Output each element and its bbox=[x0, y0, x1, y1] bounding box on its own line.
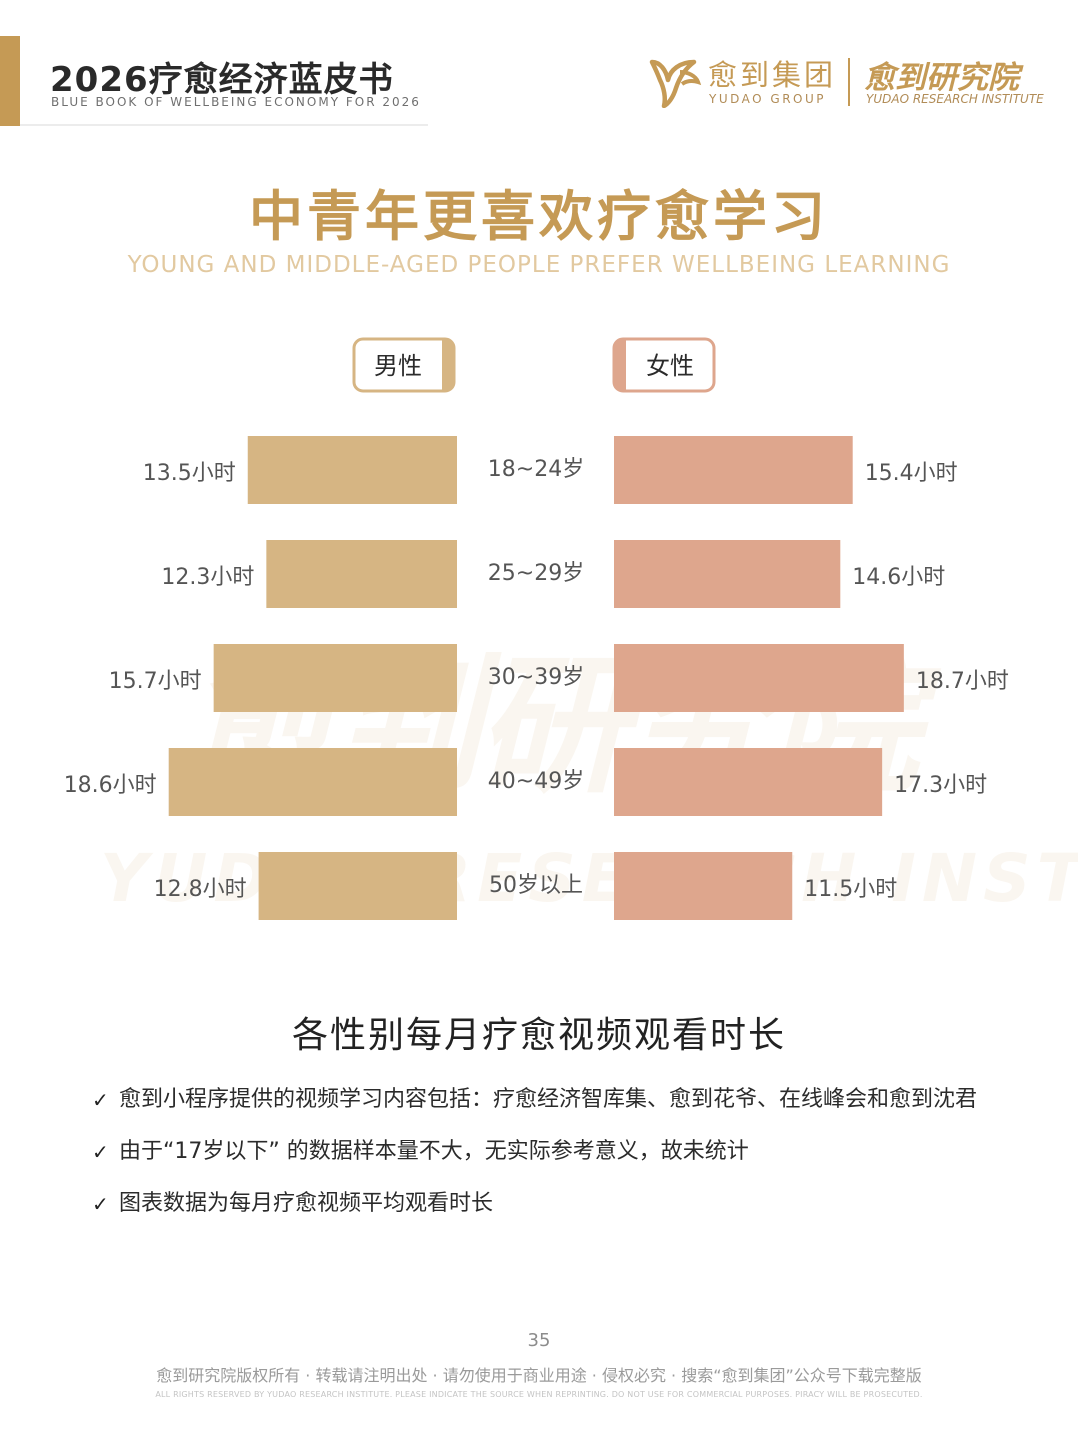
gender-age-bar-chart: 男性 女性 18~24岁 13.5小时 15.4小时 25~29岁 12.3小时 14.6小时… bbox=[64, 337, 1009, 920]
legend-label: 女性 bbox=[646, 352, 694, 380]
bar-male bbox=[247, 436, 457, 504]
copyright-notice: 愈到研究院版权所有 · 转载请注明出处 · 请勿使用于商业用途 · 侵权必究 ·… bbox=[156, 1366, 922, 1385]
bar-female bbox=[614, 436, 853, 504]
bar-female bbox=[614, 748, 883, 816]
bar-female bbox=[614, 852, 793, 920]
notes-list: ✓ 愈到小程序提供的视频学习内容包括：疗愈经济智库集、愈到花爷、在线峰会和愈到沈君… bbox=[92, 1078, 992, 1234]
data-label-female: 15.4小时 bbox=[865, 461, 958, 486]
yudao-logo-icon bbox=[649, 59, 702, 108]
note-item: ✓ 愈到小程序提供的视频学习内容包括：疗愈经济智库集、愈到花爷、在线峰会和愈到沈君 bbox=[92, 1078, 992, 1122]
institute-name-english: YUDAO RESEARCH INSTITUTE bbox=[866, 92, 1044, 106]
data-label-female: 17.3小时 bbox=[894, 773, 987, 798]
brand-name: 愈到集团 bbox=[708, 58, 837, 92]
category-label: 40~49岁 bbox=[488, 769, 584, 794]
bar-female bbox=[614, 644, 904, 712]
note-text: 由于“17岁以下” 的数据样本量不大，无实际参考意义，故未统计 bbox=[119, 1139, 749, 1164]
institute-name: 愈到研究院 bbox=[864, 60, 1019, 96]
copyright-notice-english: ALL RIGHTS RESERVED BY YUDAO RESEARCH IN… bbox=[155, 1390, 923, 1399]
category-label: 30~39岁 bbox=[488, 665, 584, 690]
note-text: 愈到小程序提供的视频学习内容包括：疗愈经济智库集、愈到花爷、在线峰会和愈到沈君 bbox=[119, 1087, 978, 1112]
report-title: 2026疗愈经济蓝皮书 bbox=[50, 60, 394, 100]
chart-title: 各性别每月疗愈视频观看时长 bbox=[291, 1015, 786, 1056]
header-divider bbox=[20, 124, 428, 126]
bar-male bbox=[213, 644, 457, 712]
bar-male bbox=[258, 852, 457, 920]
data-label-female: 18.7小时 bbox=[916, 669, 1009, 694]
report-subtitle: BLUE BOOK OF WELLBEING ECONOMY FOR 2026 bbox=[51, 95, 421, 109]
data-label-male: 12.8小时 bbox=[154, 877, 247, 902]
category-label: 18~24岁 bbox=[488, 457, 584, 482]
page-number: 35 bbox=[527, 1330, 551, 1351]
check-icon: ✓ bbox=[92, 1140, 109, 1164]
check-icon: ✓ bbox=[92, 1192, 109, 1216]
data-label-male: 18.6小时 bbox=[64, 773, 157, 798]
data-label-female: 14.6小时 bbox=[852, 565, 945, 590]
legend-swatch bbox=[614, 339, 626, 391]
data-label-male: 13.5小时 bbox=[143, 461, 236, 486]
page-title: 中青年更喜欢疗愈学习 bbox=[249, 185, 829, 248]
bar-male bbox=[266, 540, 457, 608]
check-icon: ✓ bbox=[92, 1088, 109, 1112]
note-text: 图表数据为每月疗愈视频平均观看时长 bbox=[119, 1191, 494, 1216]
data-label-female: 11.5小时 bbox=[804, 877, 897, 902]
note-item: ✓ 由于“17岁以下” 的数据样本量不大，无实际参考意义，故未统计 bbox=[92, 1130, 992, 1174]
note-item: ✓ 图表数据为每月疗愈视频平均观看时长 bbox=[92, 1182, 992, 1226]
bar-male bbox=[168, 748, 457, 816]
brand-block: 愈到集团 YUDAO GROUP 愈到研究院 YUDAO RESEARCH IN… bbox=[646, 52, 1044, 112]
bar-female bbox=[614, 540, 841, 608]
data-label-male: 15.7小时 bbox=[109, 669, 202, 694]
page-subtitle: YOUNG AND MIDDLE-AGED PEOPLE PREFER WELL… bbox=[127, 252, 951, 278]
legend-label: 男性 bbox=[374, 352, 422, 380]
category-label: 50岁以上 bbox=[489, 873, 583, 898]
category-label: 25~29岁 bbox=[488, 561, 584, 586]
legend-swatch bbox=[442, 339, 454, 391]
brand-name-english: YUDAO GROUP bbox=[709, 92, 827, 106]
data-label-male: 12.3小时 bbox=[161, 565, 254, 590]
header-accent-bar bbox=[0, 36, 20, 126]
brand-divider bbox=[848, 58, 850, 106]
